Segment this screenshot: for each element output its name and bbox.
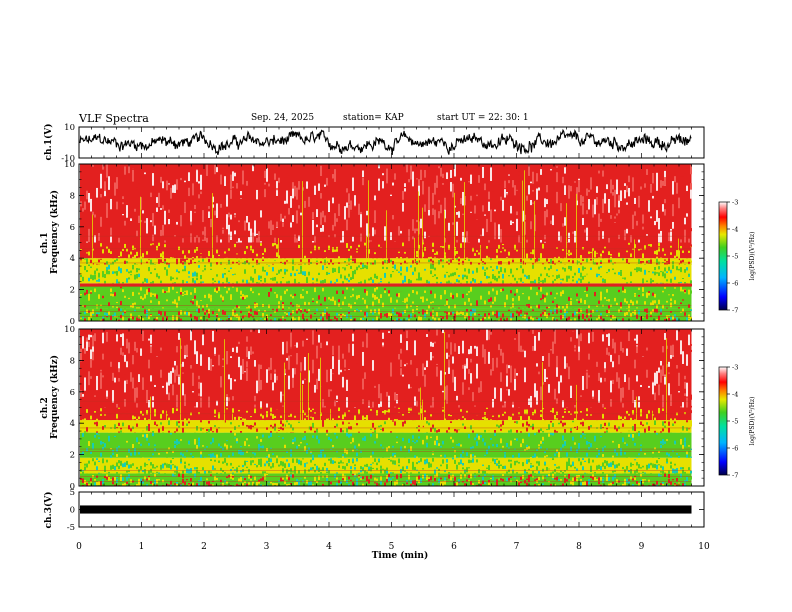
spec2-colorbar-tick: -6 — [732, 445, 738, 453]
x-tick-label: 6 — [451, 542, 457, 552]
chart-title: VLF Spectra — [79, 112, 149, 125]
spec2-colorbar-tick: -3 — [732, 364, 738, 372]
x-tick-label: 2 — [201, 542, 207, 552]
spec2-ytick-label: 0 — [70, 482, 75, 492]
spec1-colorbar-tick: -6 — [732, 280, 738, 288]
spec2-ytick-label: 2 — [70, 451, 75, 461]
spec1-colorbar-tick: -4 — [732, 226, 738, 234]
x-tick-label: 3 — [264, 542, 270, 552]
spec2-colorbar-label: log(PSD)(V²/Hz) — [749, 397, 756, 446]
spec1-ytick-label: 8 — [70, 191, 75, 201]
spec2-ytick-label: 6 — [70, 388, 75, 398]
ch3-waveform-band — [80, 505, 692, 514]
ch1-ytick-label: -10 — [61, 154, 75, 164]
x-tick-label: 5 — [389, 542, 395, 552]
spec1-ylabel: ch.1 — [40, 232, 50, 253]
spec1-colorbar-tick: -5 — [732, 253, 738, 261]
ch3-ytick-label: -5 — [67, 523, 75, 533]
spec1-ytick-label: 0 — [70, 317, 75, 327]
spec1-ytick-label: 10 — [64, 160, 75, 170]
x-tick-label: 8 — [576, 542, 582, 552]
spec1-ylabel-freq: Frequency (kHz) — [49, 190, 60, 274]
x-axis-label: Time (min) — [372, 550, 429, 561]
ch1-waveform-trace — [79, 128, 692, 156]
ch1-ylabel: ch.1(V) — [43, 124, 54, 161]
spec2-ytick-label: 4 — [70, 419, 75, 429]
start-ut-label: start UT = 22: 30: 1 — [437, 113, 529, 123]
x-tick-label: 0 — [76, 542, 82, 552]
spec1-ytick-label: 2 — [70, 286, 75, 296]
ch3-ylabel: ch.3(V) — [43, 492, 54, 529]
spec2-colorbar-tick: -7 — [732, 472, 738, 480]
date-label: Sep. 24, 2025 — [251, 113, 315, 123]
x-tick-label: 7 — [514, 542, 520, 552]
spec2-ylabel: ch.2 — [40, 397, 50, 418]
spec1-ytick-label: 4 — [70, 254, 75, 264]
spec1-colorbar-label: log(PSD)(V²/Hz) — [749, 232, 756, 281]
station-label: station= KAP — [343, 113, 404, 123]
spec2-ytick-label: 8 — [70, 356, 75, 366]
spec2-colorbar-tick: -4 — [732, 391, 738, 399]
spec2-ylabel-freq: Frequency (kHz) — [49, 355, 60, 439]
x-tick-label: 4 — [326, 542, 332, 552]
x-tick-label: 9 — [639, 542, 645, 552]
spec2-colorbar — [718, 366, 728, 476]
x-tick-label: 1 — [139, 542, 145, 552]
x-tick-label: 10 — [698, 542, 710, 552]
spec1-ytick-label: 6 — [70, 223, 75, 233]
spec1-band-1 — [80, 286, 692, 309]
ch3-ytick-label: 0 — [70, 506, 75, 516]
spec1-colorbar-tick: -7 — [732, 307, 738, 315]
spec1-colorbar — [718, 201, 728, 311]
spec1-colorbar-tick: -3 — [732, 199, 738, 207]
ch3-ytick-label: 5 — [70, 488, 75, 498]
spec2-colorbar-tick: -5 — [732, 418, 738, 426]
ch1-ytick-label: 10 — [64, 123, 75, 133]
spec2-ytick-label: 10 — [64, 325, 75, 335]
